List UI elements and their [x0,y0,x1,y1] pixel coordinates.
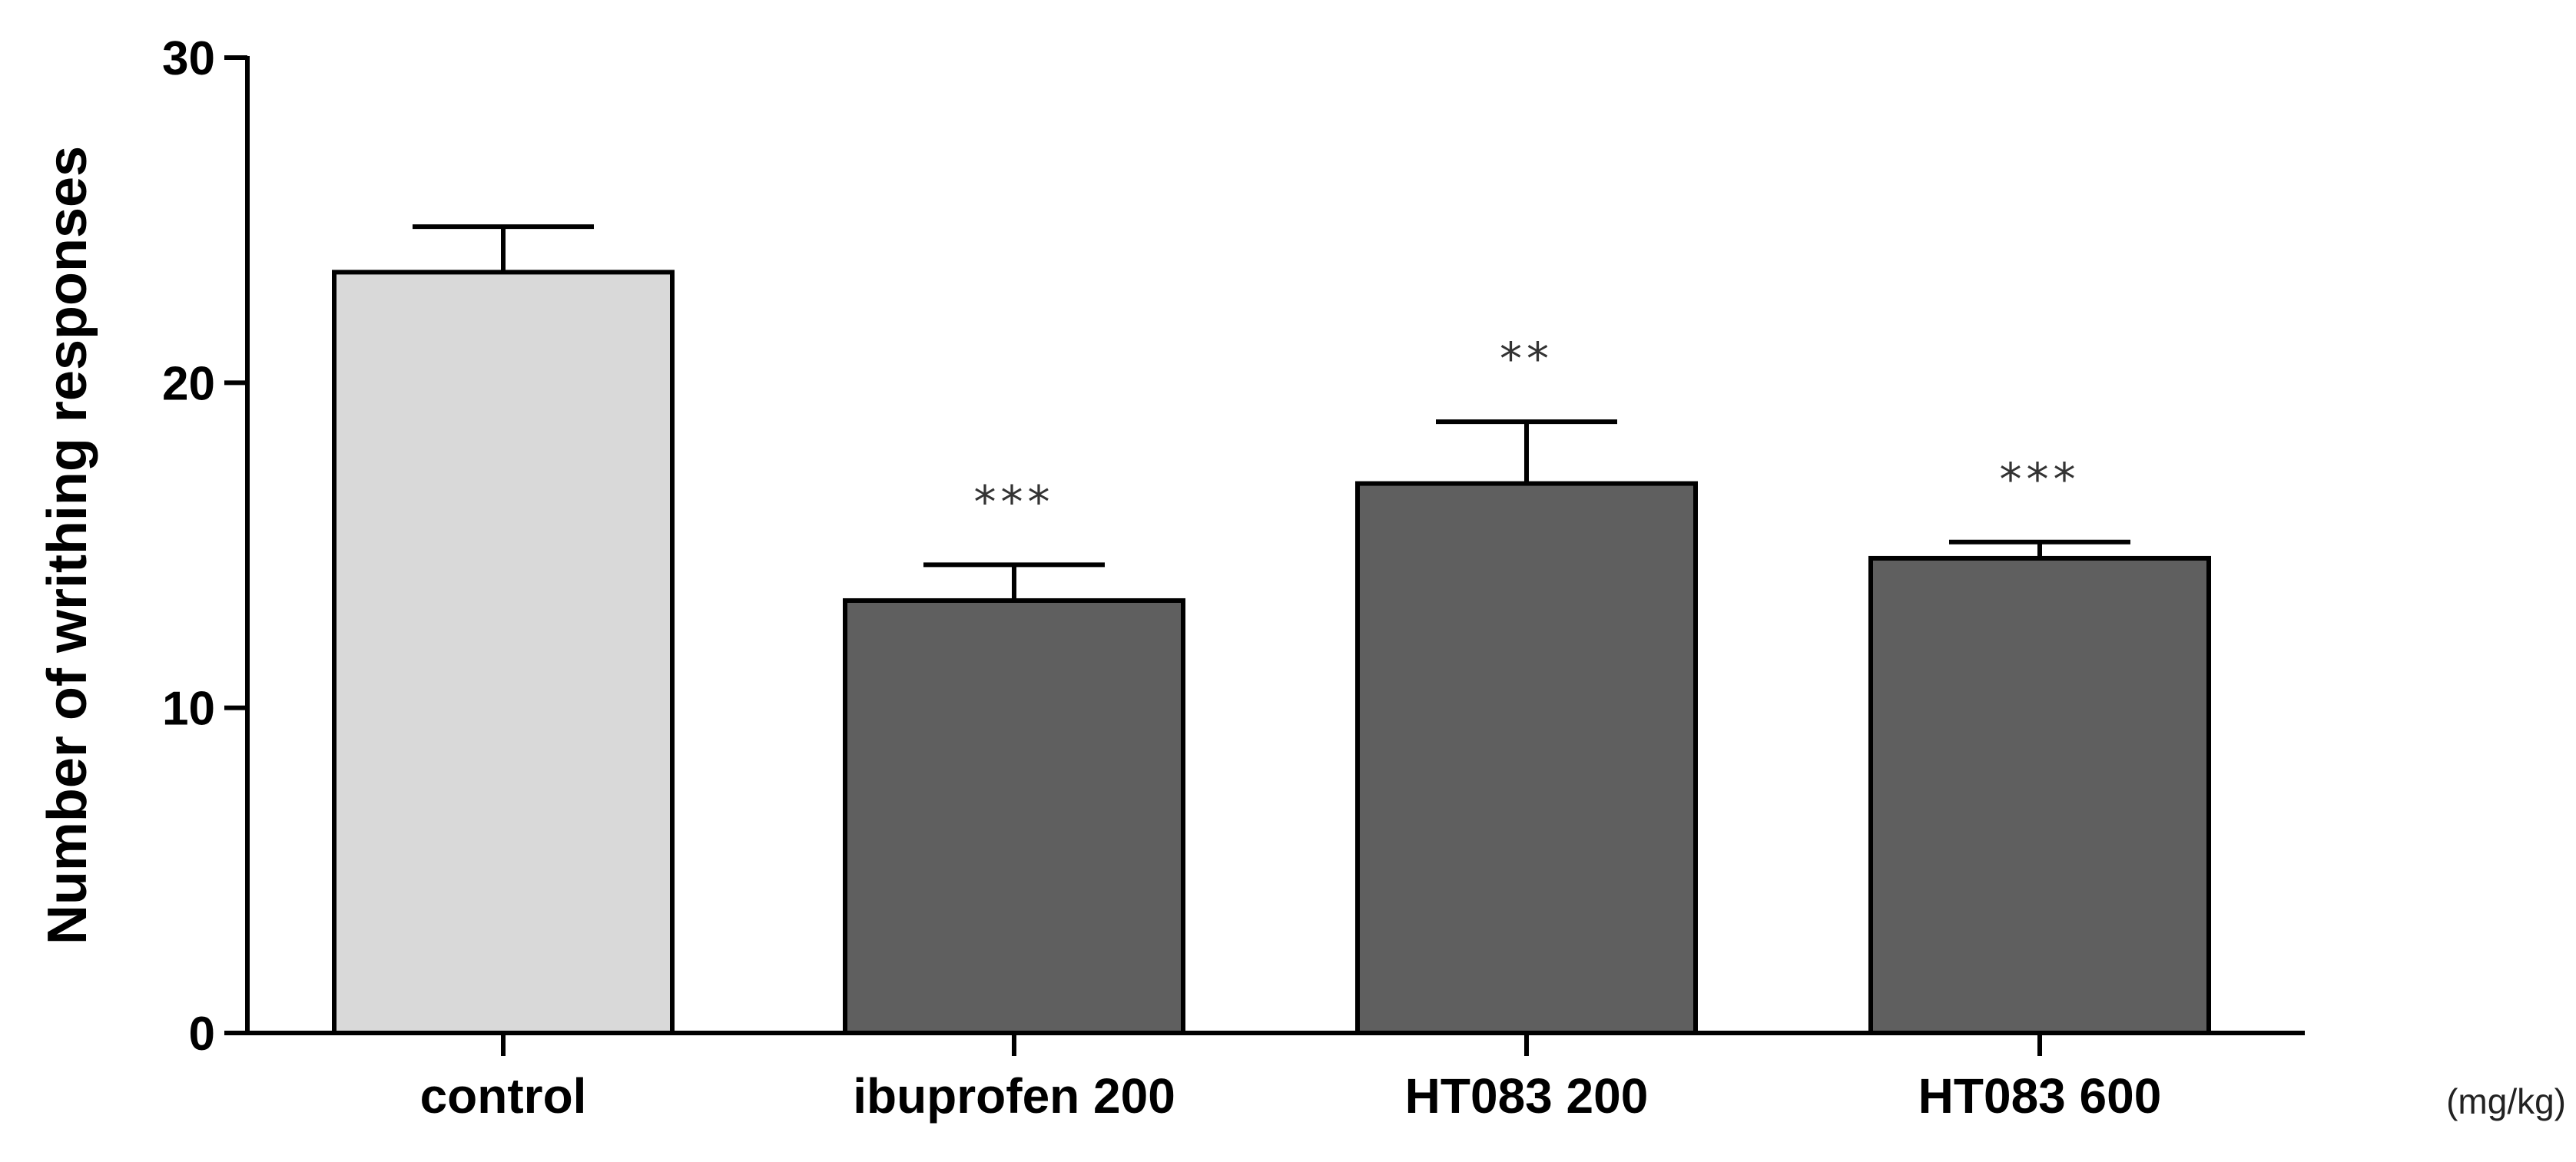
bar [843,598,1185,1035]
significance-label: *** [2000,453,2080,505]
significance-label: ** [1500,333,1553,385]
y-tick-label: 0 [189,1008,215,1061]
y-axis-title: Number of writhing responses [37,146,98,945]
x-tick-label: HT083 200 [1405,1068,1649,1124]
bar [332,270,675,1035]
labels: 0 10 20 30 Number of writhing responses contr… [37,32,2566,1124]
x-tick-label: control [420,1068,587,1124]
bar [1868,555,2211,1035]
y-tick-label: 10 [162,683,215,736]
y-tick-label: 30 [162,32,215,85]
unit-label: (mg/kg) [2446,1081,2566,1121]
x-tick-label: ibuprofen 200 [853,1068,1175,1124]
y-tick-label: 20 [162,357,215,410]
bars [332,224,2211,1035]
x-tick-label: HT083 600 [1918,1068,2162,1124]
significance-label: *** [974,475,1055,528]
bar [1355,481,1698,1035]
